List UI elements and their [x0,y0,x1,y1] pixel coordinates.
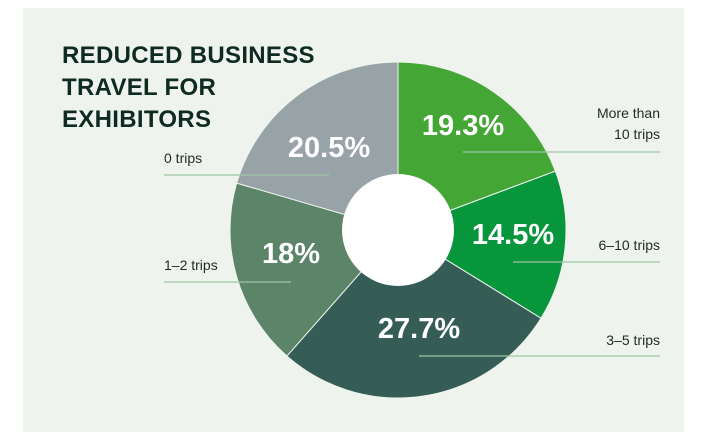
category-label: 10 trips [614,126,660,142]
slice-value-label: 18% [262,238,320,270]
slice-value-label: 14.5% [472,219,554,251]
category-label: 6–10 trips [599,237,660,253]
category-label: 3–5 trips [606,332,660,348]
donut-hole [342,174,454,286]
category-label: 0 trips [164,150,202,166]
slice-value-label: 27.7% [378,313,460,345]
chart-title: REDUCED BUSINESS TRAVEL FOR EXHIBITORS [62,40,315,136]
chart-title-line-2: TRAVEL FOR [62,74,217,101]
chart-title-line-3: EXHIBITORS [62,106,212,133]
chart-title-line-1: REDUCED BUSINESS [62,42,315,69]
slice-value-label: 20.5% [288,132,370,164]
slice-value-label: 19.3% [422,110,504,142]
category-label: 1–2 trips [164,257,218,273]
pie-slice [397,61,556,231]
pie-slice [236,61,399,231]
pie-slice [396,170,567,319]
category-label: More than [597,105,660,121]
